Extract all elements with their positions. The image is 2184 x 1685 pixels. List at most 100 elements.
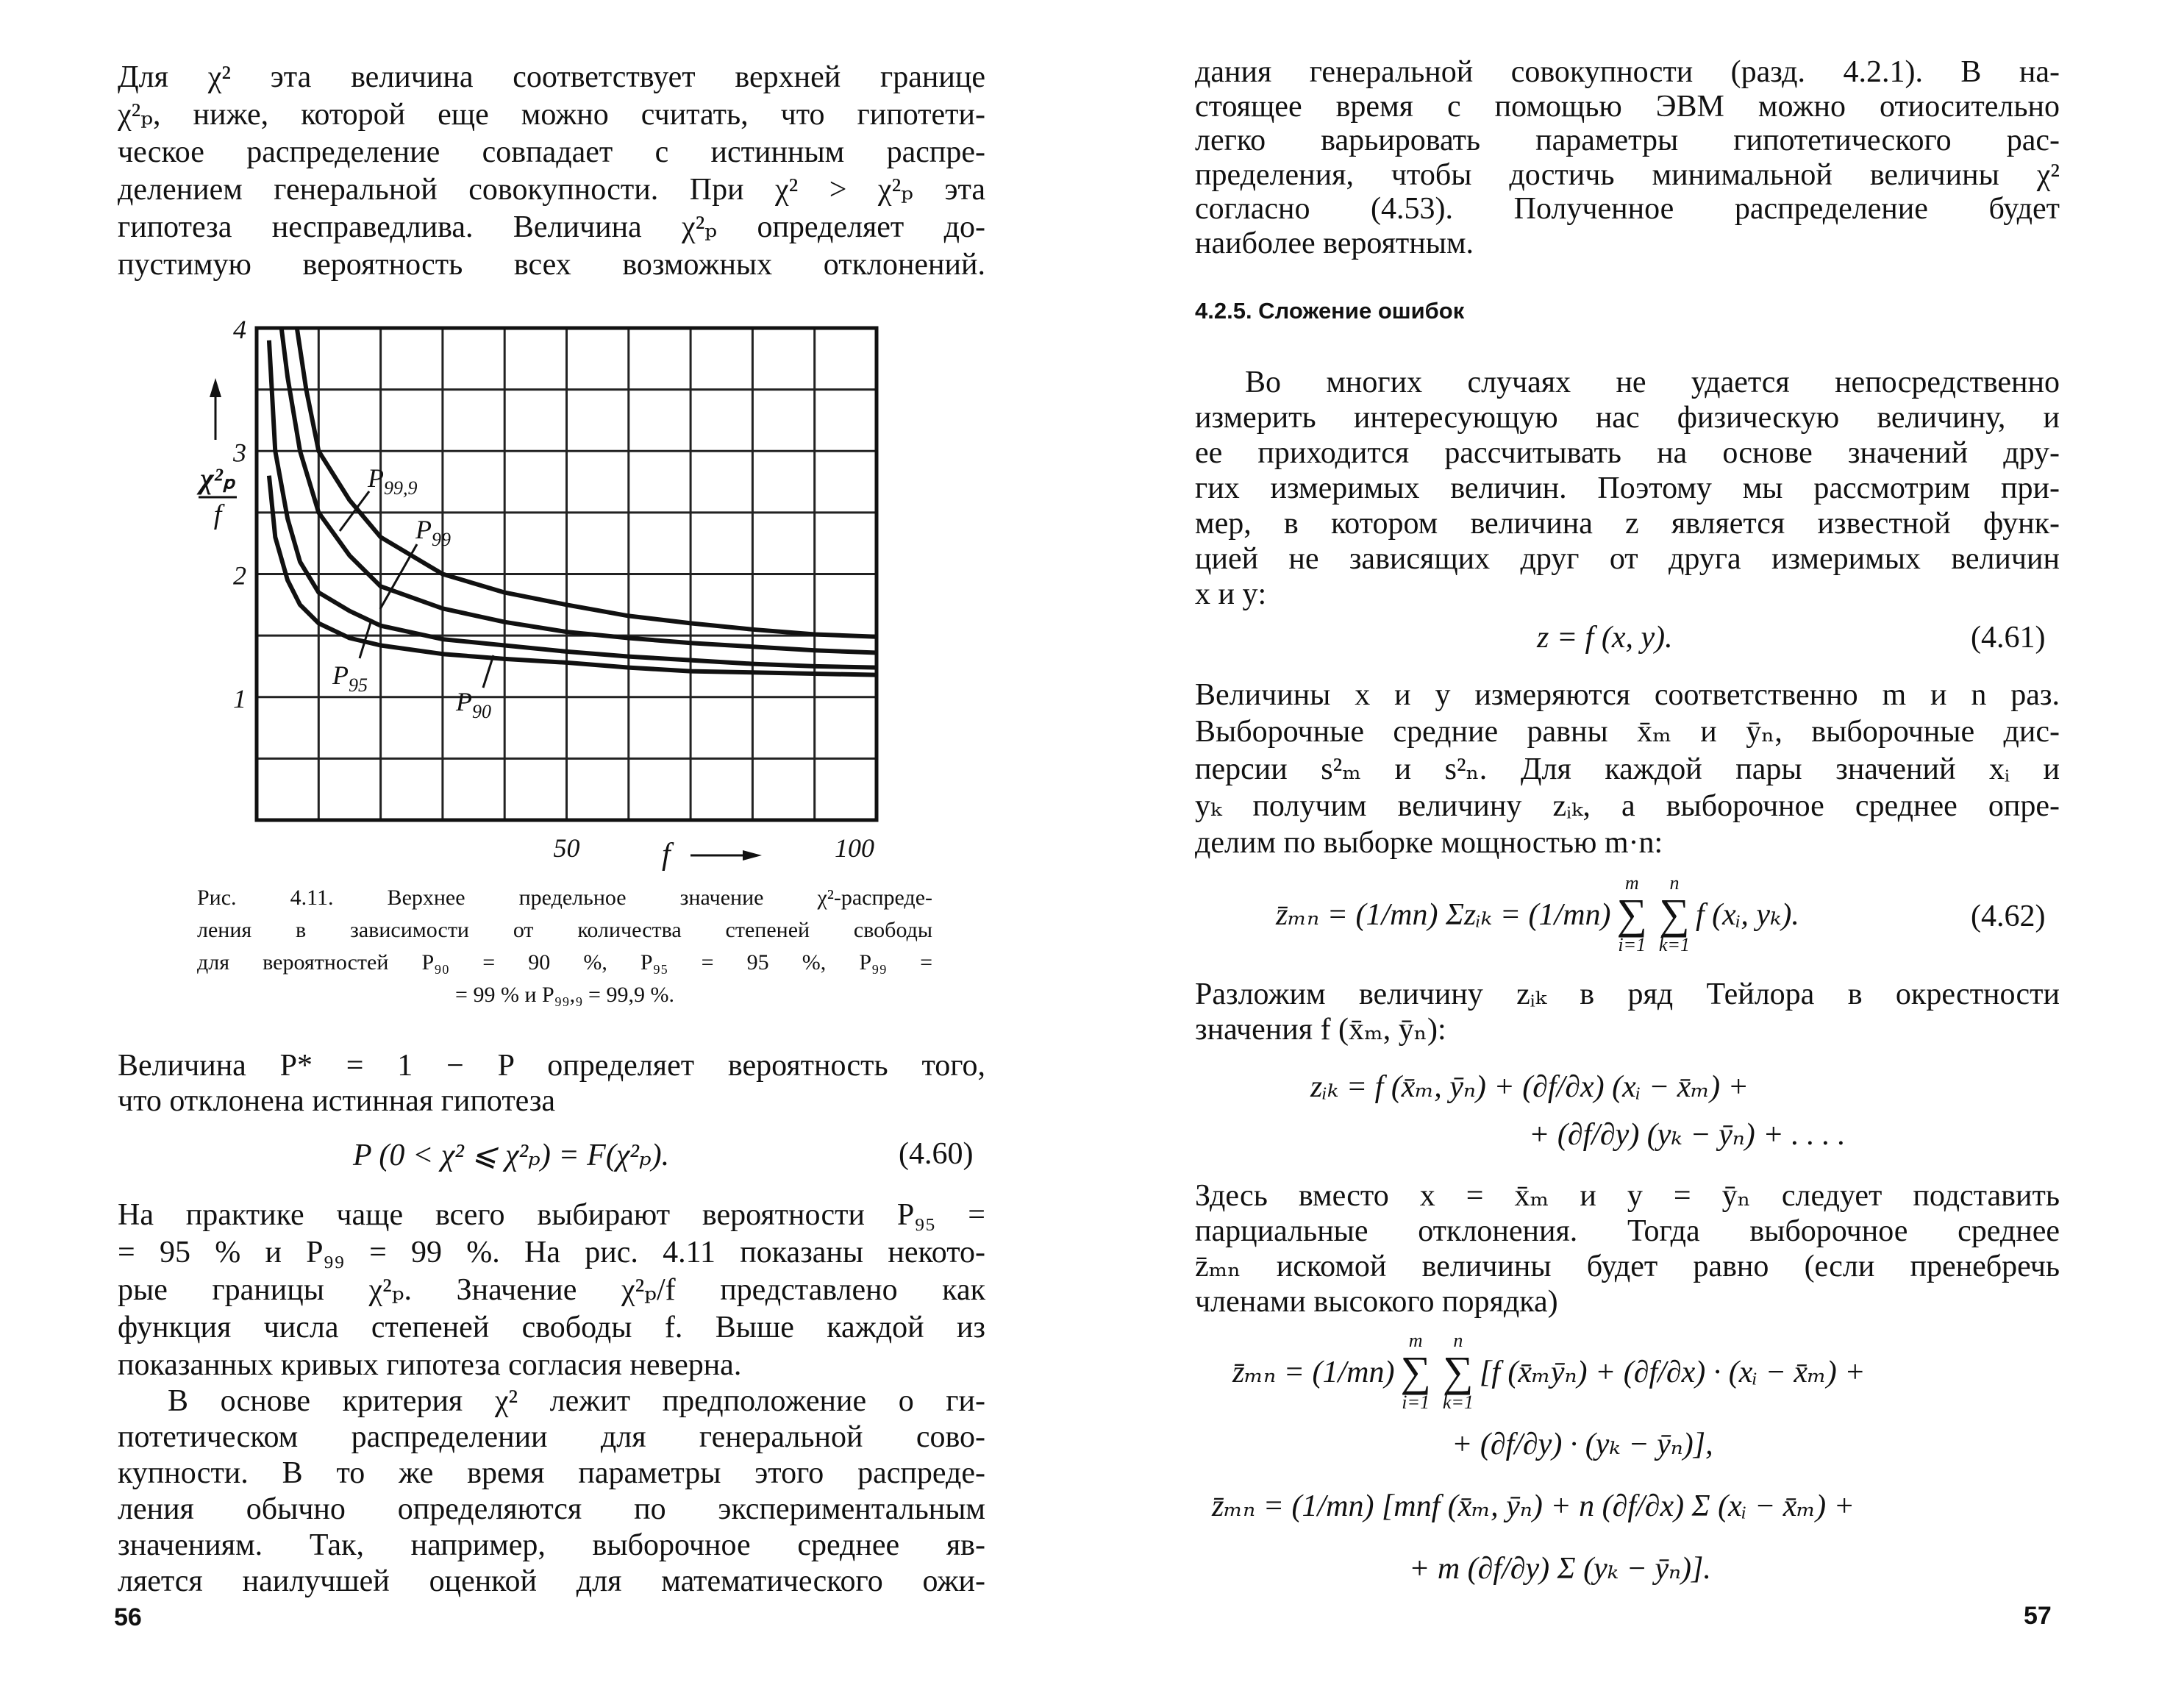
text-line: купности. В то же время параметры этого … — [118, 1456, 985, 1490]
page-number-right: 57 — [2024, 1602, 2052, 1630]
text-line: χ²ₚ, ниже, которой еще можно считать, чт… — [118, 98, 985, 132]
text-line: наиболее вероятным. — [1195, 226, 1474, 260]
equation-mean-line2: + (∂f/∂y) · (yₖ − ȳₙ)], — [1452, 1425, 1713, 1462]
sum-upper-limit: m — [1624, 872, 1639, 894]
text-line: показанных кривых гипотеза согласия неве… — [118, 1348, 742, 1382]
paragraph-practice: На практике чаще всего выбирают вероятно… — [118, 1197, 985, 1382]
text-line: делением генеральной совокупности. При χ… — [118, 173, 985, 207]
text-line: yₖ получим величину zᵢₖ, а выборочное ср… — [1195, 788, 2060, 823]
text-line: гипотеза несправедлива. Величина χ²ₚ опр… — [118, 210, 985, 244]
curve-P99 — [279, 327, 877, 655]
equation-number: (4.62) — [1971, 900, 2046, 933]
text-line: мер, в котором величина z является извес… — [1195, 507, 2060, 541]
series-label-leader — [379, 544, 418, 610]
text-line: ления обычно определяются по эксперимент… — [118, 1492, 985, 1526]
text-line: рые границы χ²ₚ. Значение χ²ₚ/f представ… — [118, 1273, 985, 1307]
equation-number: (4.60) — [899, 1137, 974, 1171]
y-tick-label: 2 — [233, 561, 246, 591]
equation-text: [f (x̄ₘȳₙ) + (∂f/∂x) · (xᵢ − x̄ₘ) + — [1479, 1356, 1866, 1389]
text-line: Здесь вместо x = x̄ₘ и y = ȳₙ следует по… — [1195, 1179, 2060, 1213]
text-line: значения f (x̄ₘ, ȳₙ): — [1195, 1013, 1446, 1047]
text-line: значениям. Так, например, выборочное сре… — [118, 1528, 985, 1562]
equation-text: + (∂f/∂y) (yₖ − ȳₙ) + . . . . — [1529, 1118, 1846, 1152]
text-line: для вероятностей P₉₀ = 90 %, P₉₅ = 95 %,… — [197, 950, 932, 975]
text-line: Для χ² эта величина соответствует верхне… — [118, 60, 985, 94]
y-tick-label: 3 — [232, 438, 246, 467]
text-line: Во многих случаях не удается непосредств… — [1245, 366, 2060, 399]
sum-operator: m ∑ i=1 — [1400, 1331, 1430, 1412]
equation-4-62: z̄ₘₙ = (1/mn) Σzᵢₖ = (1/mn) m ∑ i=1 n ∑ … — [1276, 874, 1799, 955]
text-line: На практике чаще всего выбирают вероятно… — [118, 1198, 985, 1232]
sigma-icon: ∑ — [1616, 890, 1647, 938]
sum-upper-limit: n — [1453, 1330, 1463, 1351]
series-label: P95 — [332, 660, 368, 696]
text-line: ления в зависимости от количества степен… — [197, 918, 932, 942]
y-axis-label-denominator: f — [214, 499, 225, 530]
series-label-leader — [358, 619, 373, 659]
paragraph-sample-means: Величины x и y измеряются соответственно… — [1195, 677, 2060, 860]
text-line: гих измеримых величин. Поэтому мы рассмо… — [1195, 471, 2060, 505]
sum-lower-limit: i=1 — [1402, 1392, 1430, 1413]
y-tick-label: 4 — [233, 315, 246, 344]
x-tick-label: 50 — [554, 833, 580, 863]
text-line: пустимую вероятность всех возможных откл… — [118, 248, 985, 282]
series-label: P99 — [415, 515, 451, 550]
series-label: P90 — [455, 687, 491, 722]
y-axis-label-numerator: χ²ₚ — [196, 462, 236, 495]
text-line: = 99 % и P₉₉,₉ = 99,9 %. — [455, 983, 674, 1007]
equation-number: (4.61) — [1971, 621, 2046, 655]
x-axis-label: f — [662, 838, 674, 872]
text-line: ляется наилучшей оценкой для математичес… — [118, 1564, 985, 1598]
equation-lhs: z̄ₘₙ = (1/mn) Σzᵢₖ = (1/mn) — [1276, 898, 1611, 932]
curve-P95 — [266, 340, 877, 670]
equation-text: z̄ₘₙ = (1/mn) — [1232, 1356, 1395, 1389]
text-line: ее приходится рассчитывать на основе зна… — [1195, 436, 2060, 470]
text-line: стоящее время с помощью ЭВМ можно отиоси… — [1195, 89, 2060, 124]
equation-text: + m (∂f/∂y) Σ (yₖ − ȳₙ)]. — [1409, 1552, 1711, 1586]
text-line: что отклонена истинная гипотеза — [118, 1084, 556, 1118]
sum-operator: m ∑ i=1 — [1617, 874, 1647, 955]
equation-text: z̄ₘₙ = (1/mn) [mnf (x̄ₘ, ȳₙ) + n (∂f/∂x)… — [1212, 1489, 1855, 1523]
equation-4-60: P (0 < χ² ⩽ χ²ₚ) = F(χ²ₚ). — [353, 1136, 669, 1173]
paragraph-continuation: дания генеральной совокупности (разд. 4.… — [1195, 55, 2060, 260]
text-line: x и y: — [1195, 577, 1267, 611]
text-line: Разложим величину zᵢₖ в ряд Тейлора в ок… — [1195, 977, 2060, 1011]
sigma-icon: ∑ — [1443, 1347, 1474, 1395]
equation-text: zᵢₖ = f (x̄ₘ, ȳₙ) + (∂f/∂x) (xᵢ − x̄ₘ) + — [1310, 1070, 1749, 1104]
sum-upper-limit: n — [1669, 872, 1680, 894]
sigma-icon: ∑ — [1659, 890, 1690, 938]
equation-4-61: z = f (x, y). — [1537, 620, 1673, 655]
equation-formula: z = f (x, y). — [1537, 621, 1673, 655]
text-line: согласно (4.53). Полученное распределени… — [1195, 192, 2060, 226]
text-line: = 95 % и P₉₉ = 99 %. На рис. 4.11 показа… — [118, 1236, 985, 1269]
series-label: P99,9 — [367, 463, 418, 499]
equation-formula: P (0 < χ² ⩽ χ²ₚ) = F(χ²ₚ). — [353, 1139, 670, 1172]
text-line: пределения, чтобы достичь минимальной ве… — [1195, 157, 2060, 192]
paragraph-taylor: Разложим величину zᵢₖ в ряд Тейлора в ок… — [1195, 977, 2060, 1047]
figure-caption: Рис. 4.11. Верхнее предельное значение χ… — [197, 882, 932, 1007]
equation-taylor-line2: + (∂f/∂y) (yₖ − ȳₙ) + . . . . — [1529, 1116, 1846, 1153]
equation-taylor-line1: zᵢₖ = f (x̄ₘ, ȳₙ) + (∂f/∂x) (xᵢ − x̄ₘ) + — [1310, 1068, 1749, 1105]
sum-upper-limit: m — [1408, 1330, 1423, 1351]
sum-operator: n ∑ k=1 — [1659, 874, 1690, 955]
page-number-left: 56 — [114, 1603, 142, 1631]
paragraph-partial-deviations: Здесь вместо x = x̄ₘ и y = ȳₙ следует по… — [1195, 1178, 2060, 1319]
text-line: членами высокого порядка) — [1195, 1285, 1558, 1319]
plot-frame — [254, 326, 879, 822]
text-line: z̄ₘₙ искомой величины будет равно (если … — [1195, 1250, 2060, 1283]
text-line: Выборочные средние равны x̄ₘ и ȳₙ, выбор… — [1195, 715, 2060, 749]
text-line: ческое распределение совпадает с истинны… — [118, 135, 985, 169]
arrow-head-icon — [210, 378, 221, 397]
text-line: Величины x и y измеряются соответственно… — [1195, 678, 2060, 712]
paragraph-criterion-basis: В основе критерия χ² лежит предположение… — [118, 1383, 985, 1598]
y-tick-label: 1 — [233, 684, 246, 713]
text-line: функция числа степеней свободы f. Выше к… — [118, 1311, 985, 1344]
sum-operator: n ∑ k=1 — [1443, 1331, 1474, 1412]
sum-lower-limit: i=1 — [1618, 934, 1646, 955]
equation-text: + (∂f/∂y) · (yₖ − ȳₙ)], — [1452, 1428, 1713, 1461]
equation-rhs: f (xᵢ, yₖ). — [1695, 898, 1799, 932]
arrow-head-icon — [743, 850, 762, 861]
text-line: В основе критерия χ² лежит предположение… — [168, 1384, 985, 1418]
paragraph-chi-square-bound: Для χ² эта величина соответствует верхне… — [118, 59, 985, 282]
